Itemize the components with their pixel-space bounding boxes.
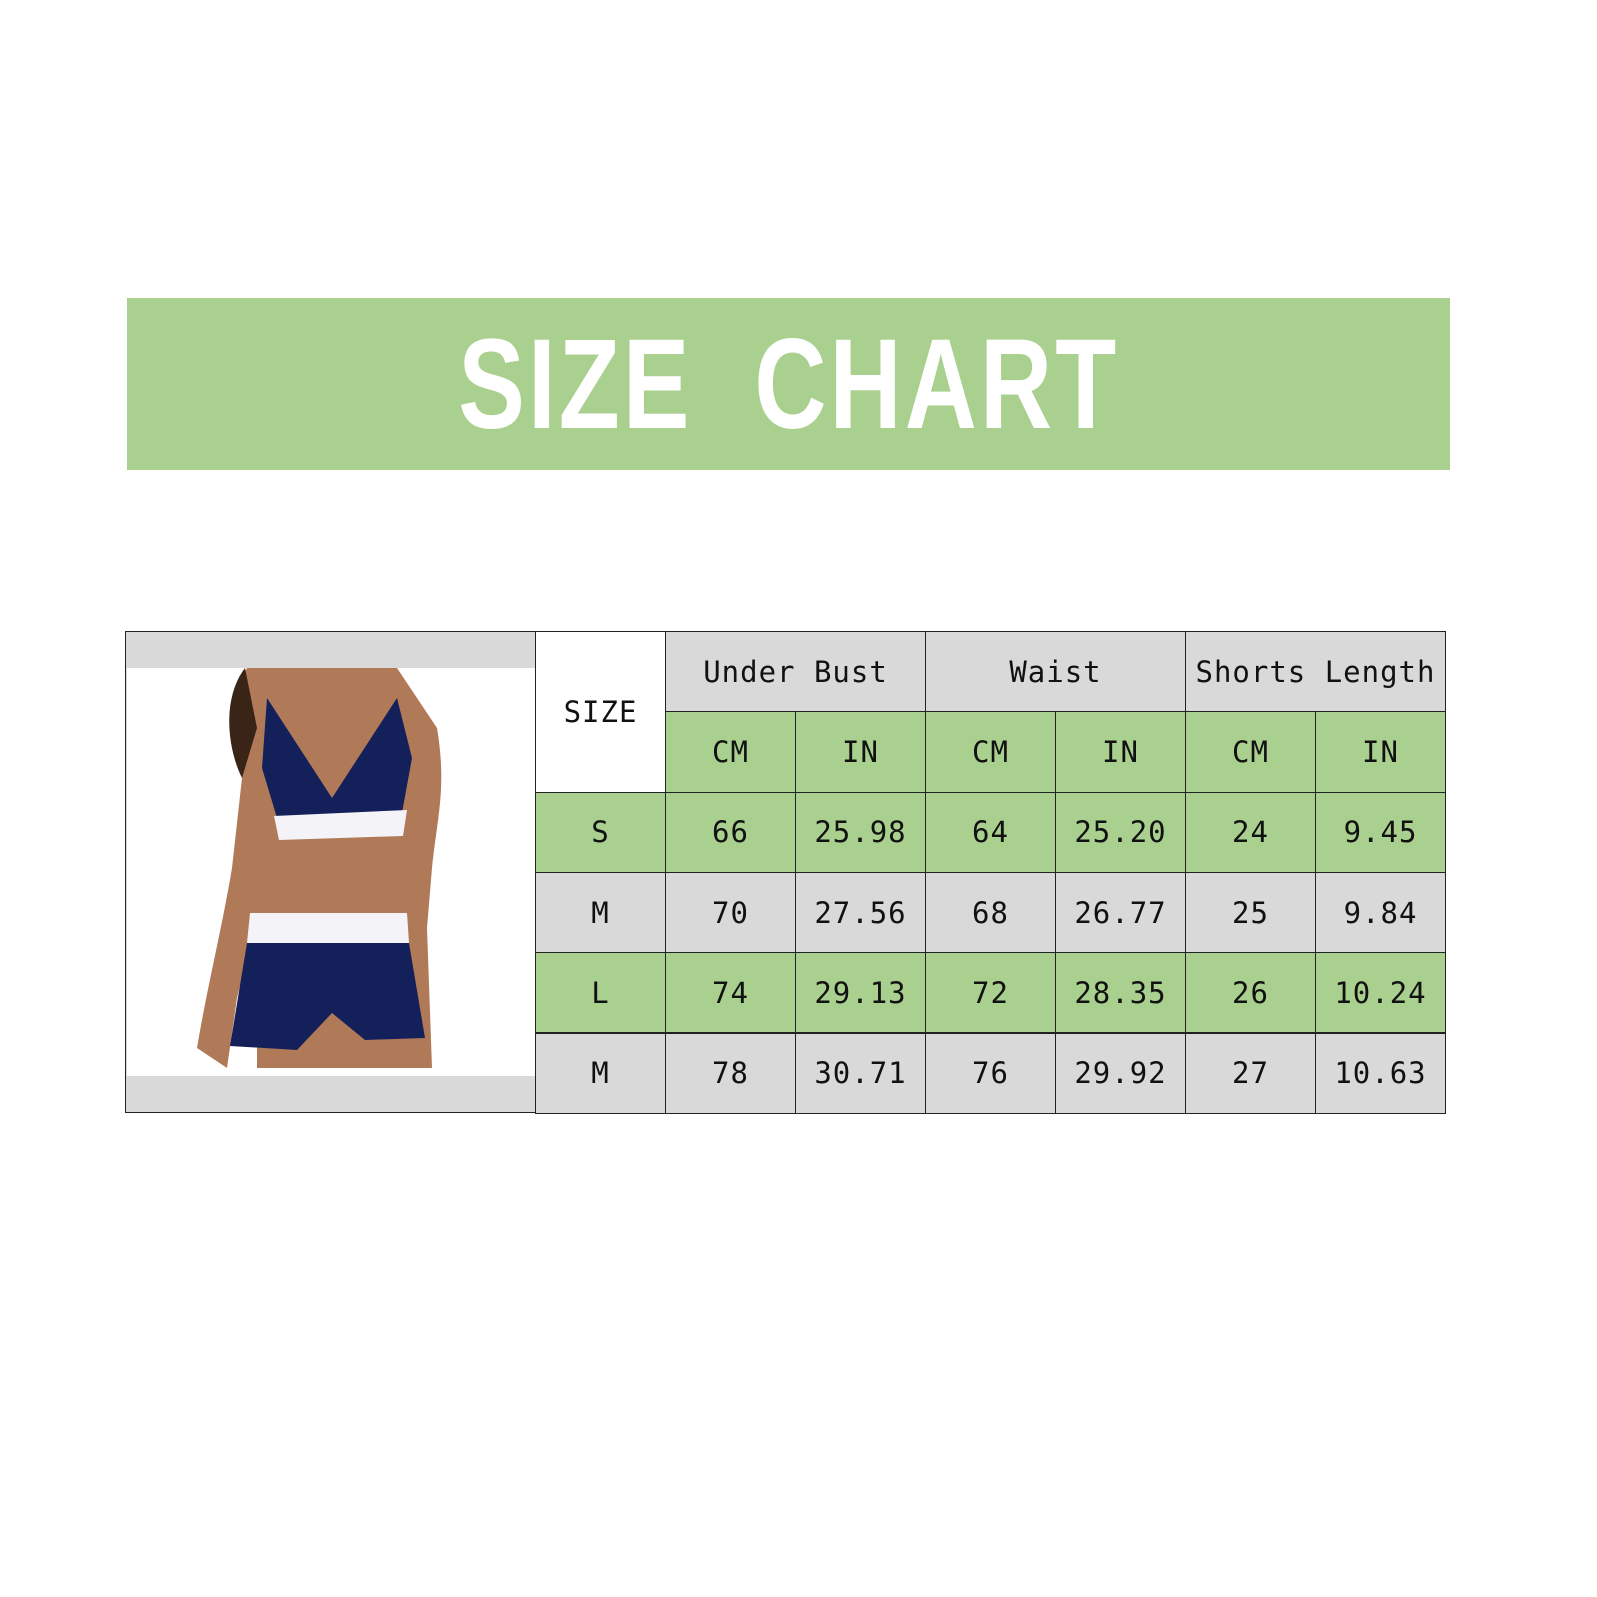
group-header: Shorts Length [1185, 631, 1446, 713]
size-label: M [535, 871, 666, 954]
group-header: Waist [925, 631, 1186, 713]
measurement-cell: 68 [925, 871, 1056, 954]
measurement-cell: 66 [665, 791, 796, 873]
measurement-cell: 10.63 [1315, 1032, 1446, 1114]
unit-header: CM [665, 711, 796, 793]
measurement-cell: 25.98 [795, 791, 926, 873]
measurement-cell: 24 [1185, 791, 1316, 873]
unit-header: IN [1315, 711, 1446, 793]
measurement-cell: 9.84 [1315, 871, 1446, 954]
measurement-cell: 76 [925, 1032, 1056, 1114]
unit-header: IN [1055, 711, 1186, 793]
measurement-cell: 30.71 [795, 1032, 926, 1114]
measurement-cell: 29.92 [1055, 1032, 1186, 1114]
banner-title: SIZE CHART [457, 312, 1120, 456]
size-label: L [535, 952, 666, 1034]
model-bikini-image [127, 668, 535, 1076]
measurement-cell: 78 [665, 1032, 796, 1114]
measurement-cell: 25 [1185, 871, 1316, 954]
measurement-cell: 70 [665, 871, 796, 954]
size-label: M [535, 1032, 666, 1114]
measurement-cell: 26.77 [1055, 871, 1186, 954]
measurement-cell: 28.35 [1055, 952, 1186, 1034]
group-header: Under Bust [665, 631, 926, 713]
measurement-cell: 26 [1185, 952, 1316, 1034]
measurement-cell: 25.20 [1055, 791, 1186, 873]
unit-header: CM [1185, 711, 1316, 793]
measurement-cell: 74 [665, 952, 796, 1034]
measurement-cell: 27.56 [795, 871, 926, 954]
product-photo [125, 631, 535, 1113]
measurement-cell: 72 [925, 952, 1056, 1034]
size-header: SIZE [535, 631, 666, 793]
size-chart-banner: SIZE CHART [127, 298, 1450, 470]
measurement-cell: 64 [925, 791, 1056, 873]
measurement-cell: 29.13 [795, 952, 926, 1034]
size-table: SIZE Under Bust Waist Shorts Length CM IN CM IN… [125, 631, 1446, 1114]
measurement-cell: 27 [1185, 1032, 1316, 1114]
measurement-cell: 9.45 [1315, 791, 1446, 873]
size-label: S [535, 791, 666, 873]
measurement-cell: 10.24 [1315, 952, 1446, 1034]
unit-header: IN [795, 711, 926, 793]
unit-header: CM [925, 711, 1056, 793]
